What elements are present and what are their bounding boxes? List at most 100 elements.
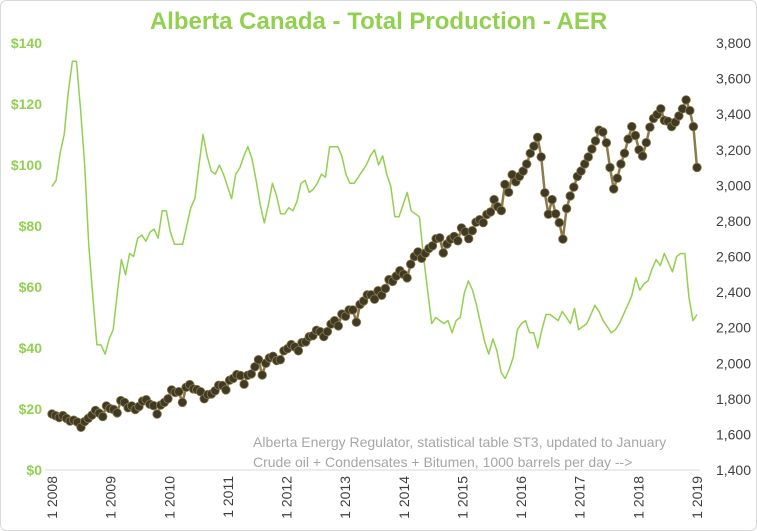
production-point — [529, 141, 539, 151]
production-point — [598, 127, 608, 137]
x-tick-label: 1 2018 — [630, 476, 646, 519]
left-tick-label: $100 — [11, 157, 42, 173]
x-tick-label: 1 2011 — [220, 476, 236, 518]
production-point — [464, 233, 474, 244]
production-point — [558, 234, 568, 244]
x-tick-label: 1 2016 — [513, 476, 529, 519]
production-point — [239, 379, 249, 389]
production-line — [51, 98, 699, 429]
left-tick-label: $60 — [19, 279, 43, 295]
production-point — [97, 411, 108, 422]
production-point — [551, 209, 561, 219]
right-tick-label: 2,400 — [716, 284, 751, 300]
left-tick-label: $20 — [19, 401, 43, 417]
production-point — [554, 217, 565, 228]
production-point — [645, 122, 655, 132]
production-point — [616, 159, 626, 169]
production-point — [532, 132, 543, 143]
oil-price-series — [51, 60, 698, 380]
production-point — [627, 121, 637, 132]
chart-title: Alberta Canada - Total Production - AER — [149, 8, 608, 35]
left-tick-label: $120 — [11, 96, 42, 112]
left-tick-label: $140 — [11, 35, 42, 51]
production-point — [561, 203, 572, 214]
right-tick-label: 1,800 — [716, 391, 751, 407]
production-point — [609, 184, 619, 194]
production-point — [692, 162, 702, 173]
right-tick-label: 3,600 — [716, 71, 751, 87]
right-tick-label: 3,000 — [716, 177, 751, 193]
x-tick-label: 1 2014 — [396, 476, 412, 519]
production-point — [681, 95, 691, 105]
source-note: Alberta Energy Regulator, statistical ta… — [253, 434, 666, 450]
production-point — [656, 104, 666, 114]
right-tick-label: 1,400 — [716, 462, 751, 478]
production-point — [257, 370, 267, 380]
right-tick-label: 1,600 — [716, 426, 751, 442]
oil-price-line — [51, 60, 698, 380]
production-point — [619, 148, 630, 159]
x-tick-label: 1 2013 — [337, 476, 353, 519]
left-axis: $0 $20 $40 $60 $80 $100 $120 $140 — [11, 35, 42, 478]
production-point — [605, 162, 615, 173]
production-point — [406, 259, 416, 269]
production-point — [485, 207, 496, 217]
left-tick-label: $80 — [19, 218, 43, 234]
x-tick-label: 1 2017 — [572, 476, 588, 519]
x-axis: 1 2008 1 2009 1 2010 1 2011 1 2012 1 2013 1 20… — [44, 476, 705, 519]
production-point — [565, 191, 575, 201]
units-note: Crude oil + Condensates + Bitumen, 1000 … — [253, 454, 632, 470]
production-point — [322, 326, 333, 337]
production-point — [163, 394, 173, 404]
production-point — [369, 294, 380, 304]
right-tick-label: 2,600 — [716, 249, 751, 265]
production-point — [453, 236, 463, 246]
production-point — [536, 152, 546, 162]
production-point — [630, 130, 641, 141]
production-point — [500, 179, 510, 190]
production-point — [496, 205, 507, 216]
production-point — [333, 321, 344, 331]
production-point — [590, 136, 601, 146]
production-point — [522, 159, 532, 169]
x-tick-label: 1 2008 — [44, 476, 60, 519]
left-tick-label: $0 — [26, 462, 42, 478]
production-point — [293, 346, 304, 356]
production-point — [174, 387, 184, 397]
production-point — [547, 194, 557, 205]
production-point — [435, 233, 445, 243]
production-point — [612, 173, 623, 183]
production-point — [503, 187, 514, 198]
production-point — [641, 137, 652, 148]
production-point — [688, 121, 699, 132]
x-tick-label: 1 2010 — [161, 476, 177, 519]
production-point — [583, 152, 594, 162]
x-tick-label: 1 2019 — [689, 476, 705, 519]
production-point — [177, 397, 188, 408]
x-tick-label: 1 2009 — [103, 476, 119, 519]
production-point — [478, 217, 488, 228]
left-tick-label: $40 — [19, 340, 43, 356]
production-point — [587, 144, 597, 154]
production-point — [540, 188, 550, 198]
production-point — [380, 283, 391, 294]
production-point — [601, 138, 612, 148]
right-tick-label: 2,200 — [716, 320, 751, 336]
production-point — [351, 317, 362, 327]
production-point — [348, 305, 358, 315]
production-point — [275, 355, 286, 365]
production-series — [47, 95, 702, 433]
production-point — [152, 409, 162, 419]
production-point — [637, 151, 648, 161]
right-axis: 1,400 1,600 1,800 2,000 2,200 2,400 2,600 2,800… — [716, 35, 751, 478]
production-point — [221, 385, 231, 395]
right-tick-label: 3,800 — [716, 35, 751, 51]
x-tick-label: 1 2012 — [279, 476, 295, 519]
right-tick-label: 3,400 — [716, 106, 751, 122]
production-point — [402, 273, 412, 283]
production-point — [569, 182, 579, 192]
production-point — [685, 105, 695, 116]
production-point — [438, 248, 449, 258]
